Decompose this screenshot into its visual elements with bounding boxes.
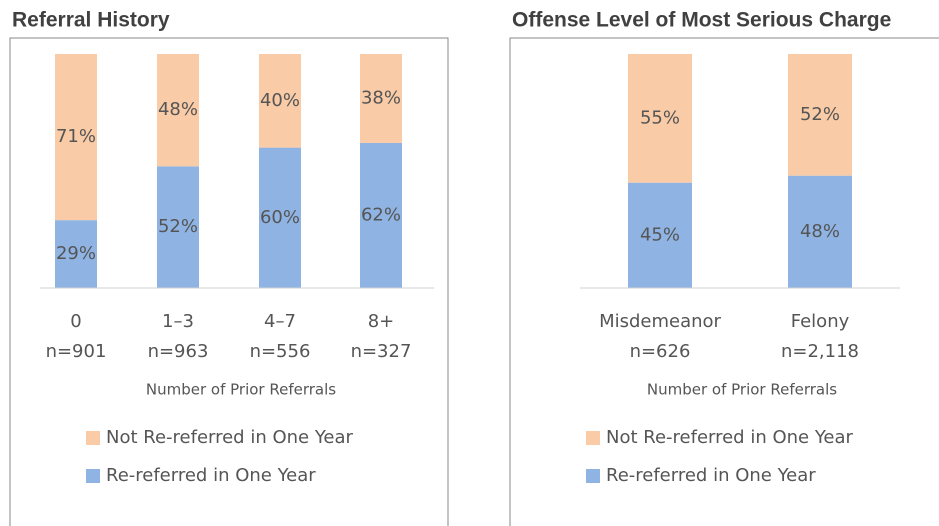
x-tick-label: 1–3 bbox=[162, 311, 194, 332]
legend-label: Re-referred in One Year bbox=[606, 465, 816, 486]
bar-segment bbox=[157, 54, 199, 167]
legend-label: Re-referred in One Year bbox=[106, 465, 316, 486]
data-label: 48% bbox=[158, 99, 198, 120]
data-label: 40% bbox=[260, 90, 300, 111]
x-tick-label: 4–7 bbox=[264, 311, 296, 332]
x-tick-label: Misdemeanor bbox=[599, 311, 721, 332]
data-label: 29% bbox=[56, 243, 96, 264]
bar-segment bbox=[157, 166, 199, 288]
bar-segment bbox=[788, 54, 852, 176]
data-label: 60% bbox=[260, 207, 300, 228]
bar-segment bbox=[628, 54, 692, 183]
x-tick-label: 0 bbox=[70, 311, 81, 332]
data-label: 45% bbox=[640, 224, 680, 245]
panel-border bbox=[509, 37, 939, 526]
chart-title: Offense Level of Most Serious Charge bbox=[512, 9, 891, 32]
data-label: 52% bbox=[158, 216, 198, 237]
legend-label: Not Re-referred in One Year bbox=[106, 427, 354, 448]
legend-swatch bbox=[586, 469, 600, 483]
sample-size: n=2,118 bbox=[781, 341, 859, 362]
data-label: 38% bbox=[361, 87, 401, 108]
sample-size: n=963 bbox=[148, 341, 209, 362]
x-tick-label: 8+ bbox=[368, 311, 395, 332]
chart-title: Referral History bbox=[12, 9, 170, 32]
sample-size: n=327 bbox=[351, 341, 412, 362]
bar-segment bbox=[628, 182, 692, 288]
bar-segment bbox=[360, 142, 402, 288]
bar-segment bbox=[360, 54, 402, 143]
sample-size: n=901 bbox=[46, 341, 107, 362]
sample-size: n=626 bbox=[630, 341, 691, 362]
legend-swatch bbox=[586, 431, 600, 445]
data-label: 71% bbox=[56, 126, 96, 147]
data-label: 48% bbox=[800, 221, 840, 242]
data-label: 52% bbox=[800, 104, 840, 125]
bar-segment bbox=[55, 54, 97, 221]
sample-size: n=556 bbox=[250, 341, 311, 362]
legend-swatch bbox=[86, 469, 100, 483]
bar-segment bbox=[55, 220, 97, 288]
legend-label: Not Re-referred in One Year bbox=[606, 427, 854, 448]
bar-segment bbox=[259, 54, 301, 148]
bar-segment bbox=[788, 175, 852, 288]
bar-segment bbox=[259, 147, 301, 288]
legend-swatch bbox=[86, 431, 100, 445]
data-label: 55% bbox=[640, 107, 680, 128]
x-axis-title: Number of Prior Referrals bbox=[146, 381, 336, 399]
data-label: 62% bbox=[361, 204, 401, 225]
x-axis-title: Number of Prior Referrals bbox=[647, 381, 837, 399]
x-tick-label: Felony bbox=[791, 311, 850, 332]
panel-border bbox=[9, 37, 449, 526]
